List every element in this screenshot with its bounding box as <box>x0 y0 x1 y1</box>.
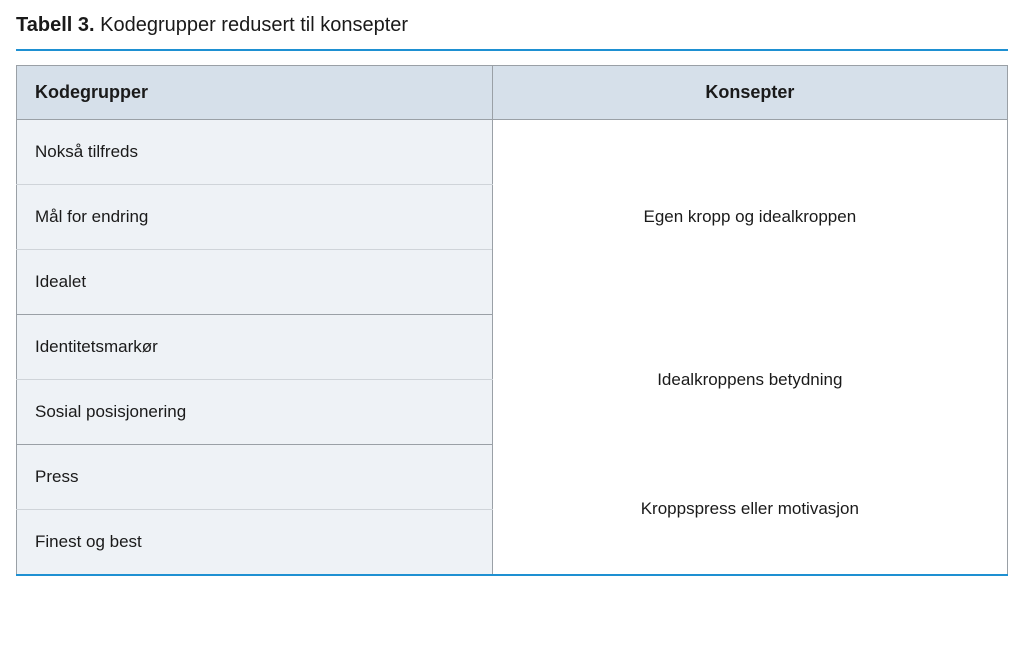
table-row-concept: Egen kropp og idealkroppen <box>492 120 1007 315</box>
table-row-concept: Kroppspress eller motivasjon <box>492 445 1007 576</box>
caption-number: Tabell 3. <box>16 14 95 36</box>
table-row-concept: Idealkroppens betydning <box>492 315 1007 445</box>
table-row-code: Mål for endring <box>17 185 493 250</box>
column-header-konsepter: Konsepter <box>492 66 1007 120</box>
table-row-code: Sosial posisjonering <box>17 380 493 445</box>
table-row-code: Finest og best <box>17 510 493 576</box>
table-row-code: Press <box>17 445 493 510</box>
caption-title: Kodegrupper redusert til konsepter <box>100 14 408 36</box>
table-caption: Tabell 3. Kodegrupper redusert til konse… <box>16 14 1008 51</box>
data-table: Kodegrupper Konsepter Nokså tilfredsEgen… <box>16 65 1008 576</box>
table-row-code: Nokså tilfreds <box>17 120 493 185</box>
table-row-code: Idealet <box>17 250 493 315</box>
column-header-kodegrupper: Kodegrupper <box>17 66 493 120</box>
table-row-code: Identitetsmarkør <box>17 315 493 380</box>
